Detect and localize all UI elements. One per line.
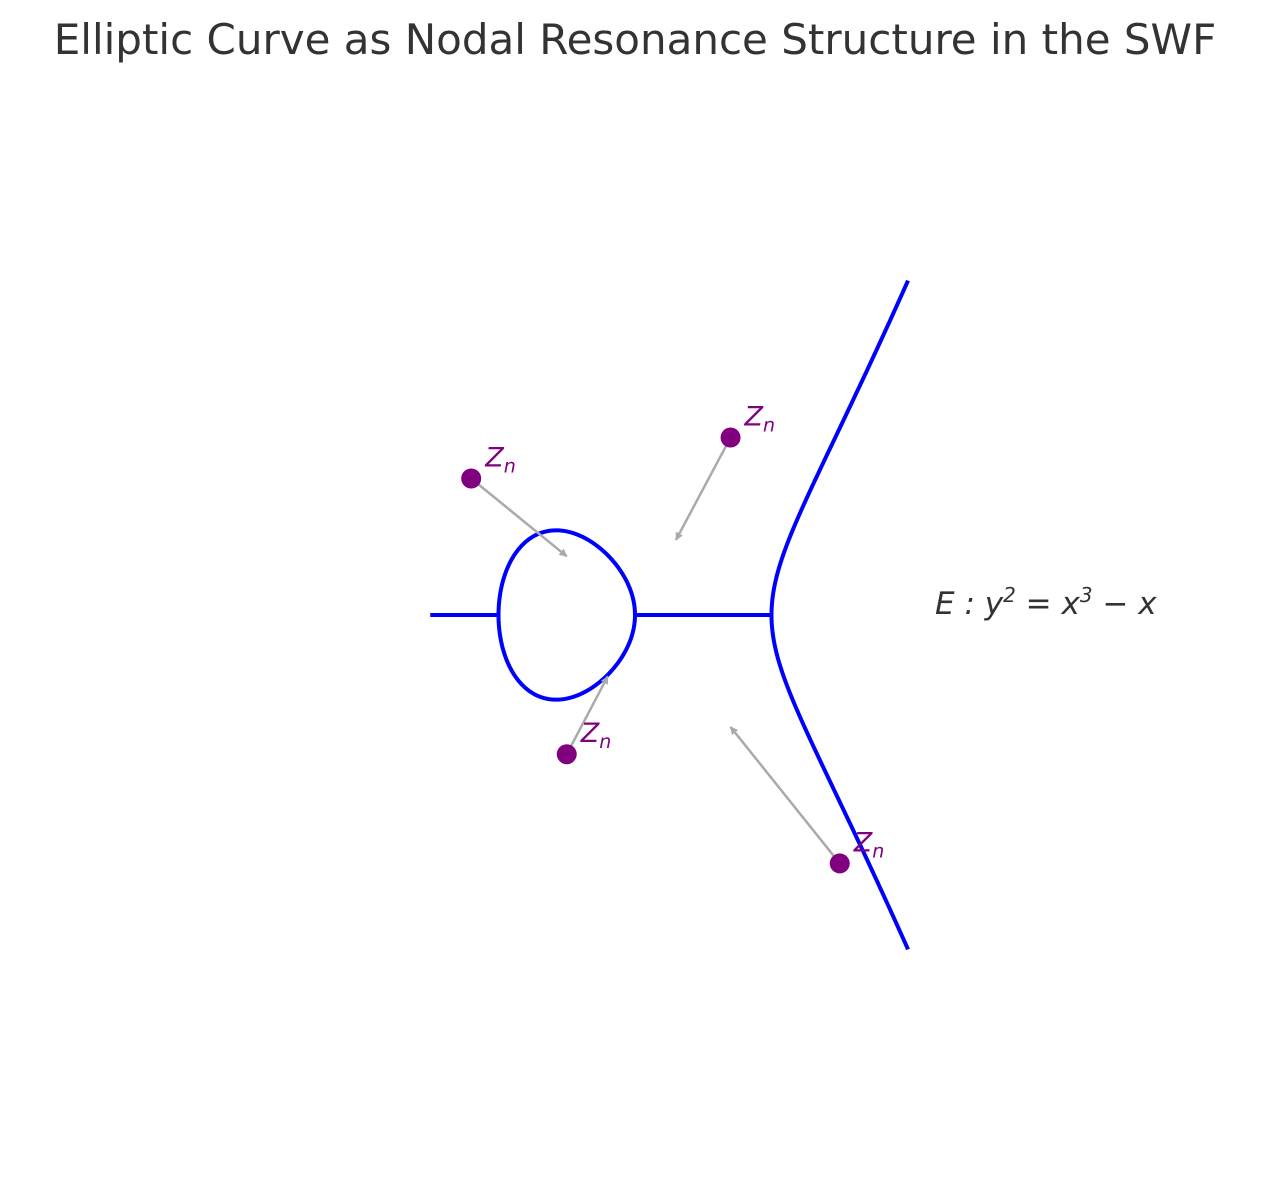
curve-layer <box>430 278 910 952</box>
node-arrow-3 <box>565 675 609 755</box>
node-point-3 <box>556 744 577 765</box>
node-label-1: Zn <box>484 443 516 478</box>
node-layer: Zn Zn Zn Zn <box>461 402 884 874</box>
node-label-2: Zn <box>744 402 776 437</box>
curve-equation-label: E : y2 = x3 − x <box>935 583 1157 622</box>
curve-right-branch <box>769 278 910 952</box>
node-point-1 <box>461 468 482 489</box>
node-arrow-1 <box>470 477 568 558</box>
node-label-4: Zn <box>853 827 885 862</box>
arrow-layer <box>470 436 841 865</box>
node-point-4 <box>829 853 850 874</box>
chart-title: Elliptic Curve as Nodal Resonance Struct… <box>54 15 1217 64</box>
node-label-3: Zn <box>580 718 612 753</box>
node-arrow-4 <box>729 726 841 865</box>
node-point-2 <box>720 427 741 448</box>
node-arrow-2 <box>674 436 732 541</box>
